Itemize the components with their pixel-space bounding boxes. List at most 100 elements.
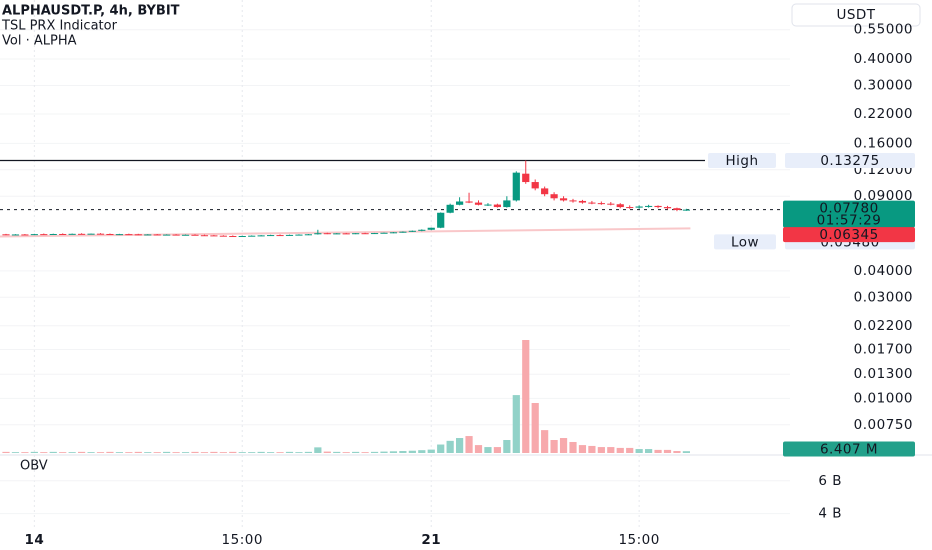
volume-bar — [597, 447, 605, 453]
volume-bar — [588, 445, 596, 453]
candle-body — [2, 234, 10, 236]
volume-bar — [673, 451, 681, 453]
y-tick-label: 0.09000 — [854, 188, 913, 204]
high-value-box — [785, 152, 915, 168]
candle-body — [370, 233, 379, 235]
volume-bar — [78, 451, 86, 453]
candle-body — [49, 233, 57, 235]
volume-bar — [389, 451, 398, 453]
volume-bar — [503, 440, 511, 453]
candle-body — [210, 235, 218, 237]
currency[interactable]: USDT — [836, 7, 875, 23]
volume-bar — [427, 449, 435, 453]
volume-bar — [484, 447, 492, 453]
candle-body — [493, 204, 501, 208]
candle-body — [569, 200, 577, 202]
candle-body — [531, 182, 539, 189]
y-tick-label: 0.03000 — [854, 289, 913, 305]
volume-bar — [446, 440, 454, 453]
candle-body — [295, 234, 303, 236]
volume-bar — [626, 447, 634, 453]
countdown: 01:57:29 — [817, 213, 882, 229]
high-name: High — [725, 153, 758, 169]
candle-body — [578, 200, 587, 203]
volume-bar — [210, 451, 218, 453]
volume-bar — [645, 449, 653, 453]
volume-bar — [559, 438, 568, 453]
candle-body — [30, 234, 38, 236]
candle-body — [607, 203, 615, 205]
volume-bar — [153, 452, 161, 453]
candle-body — [333, 233, 341, 235]
volume-bar — [40, 452, 48, 453]
volume-bar — [541, 430, 549, 453]
candle-body — [588, 202, 596, 204]
candle-body — [267, 235, 275, 237]
volume-bar — [512, 395, 520, 453]
candle-body — [323, 233, 331, 235]
volume-bar — [49, 451, 57, 453]
candle-body — [616, 204, 624, 208]
volume-bar — [654, 449, 662, 453]
volume-bar — [106, 451, 114, 453]
volume-bar — [456, 438, 464, 453]
volume-bar — [578, 445, 587, 453]
candle-body — [541, 188, 549, 195]
y-tick-label: 0.40000 — [854, 51, 913, 67]
volume-bar — [682, 451, 690, 453]
candle-body — [68, 233, 76, 235]
volume-bar — [531, 402, 539, 453]
volume-bar — [418, 450, 426, 453]
volume-bar — [87, 452, 95, 453]
candle-body — [418, 229, 426, 231]
candle-body — [522, 173, 530, 183]
volume-bar — [181, 452, 190, 453]
y-tick-label: 0.16000 — [854, 135, 913, 151]
candle-body — [200, 235, 209, 237]
volume-bar — [219, 452, 227, 453]
volume-bar — [569, 441, 577, 453]
volume-bar — [21, 452, 29, 453]
currency-button[interactable] — [791, 3, 921, 27]
current-price-box — [783, 200, 915, 228]
candle-body — [474, 202, 483, 205]
volume-bar — [474, 445, 483, 453]
current-price: 0.07780 — [819, 201, 878, 217]
volume-bar — [295, 452, 303, 453]
volume-bar — [333, 451, 341, 453]
candle-body — [96, 233, 105, 235]
candle-body — [229, 236, 237, 238]
volume-bar — [248, 452, 256, 453]
volume-bar — [172, 452, 180, 453]
volume-bar — [522, 340, 530, 453]
volume-value-box — [783, 441, 915, 457]
candle-body — [559, 198, 568, 201]
candle-body — [285, 234, 294, 236]
volume-bar — [361, 452, 369, 453]
candle-body — [11, 234, 20, 236]
volume-value: 6.407 M — [820, 442, 878, 458]
volume-bar — [267, 452, 275, 453]
ma-line — [0, 227, 691, 238]
candle-body — [276, 235, 284, 237]
volume-bar — [134, 451, 142, 453]
candle-body — [172, 234, 180, 236]
y-tick-label: 0.30000 — [854, 77, 913, 93]
candle-body — [503, 200, 511, 208]
candle-body — [446, 204, 454, 213]
candle-body — [257, 235, 265, 237]
x-tick-label: 21 — [421, 532, 441, 548]
volume-bar — [68, 452, 76, 453]
ma-value: 0.06345 — [819, 227, 878, 243]
candle-body — [597, 203, 605, 205]
volume-bar — [663, 449, 672, 453]
candle-body — [78, 233, 86, 235]
volume-bar — [342, 452, 350, 453]
volume-bar — [550, 440, 558, 453]
y-tick-label: 0.01300 — [854, 366, 913, 382]
volume-bar — [125, 452, 133, 453]
candle-body — [654, 205, 662, 208]
y-tick-label: 0.00750 — [854, 417, 913, 433]
volume-bar — [115, 452, 123, 453]
candle-body — [352, 233, 360, 235]
